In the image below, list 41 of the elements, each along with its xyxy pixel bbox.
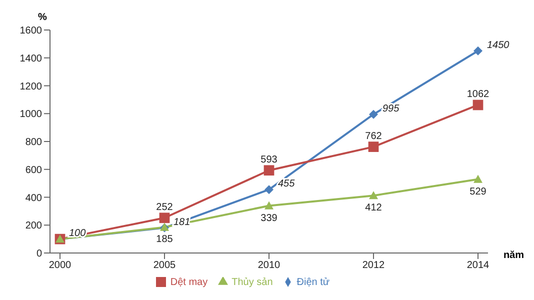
data-label: 529	[470, 186, 487, 198]
point	[472, 100, 484, 110]
data-label: 412	[365, 202, 382, 214]
legend-label: Dệt may	[170, 277, 208, 288]
legend-label: Thủy sản	[232, 277, 273, 288]
data-label: 1450	[487, 40, 510, 51]
x-tick-label: 2005	[153, 260, 176, 272]
x-tick-label: 2010	[258, 260, 281, 272]
data-label: 762	[365, 130, 382, 142]
data-label: 1062	[466, 88, 490, 100]
data-label: 593	[260, 154, 278, 166]
y-axis-title: %	[38, 12, 47, 23]
point	[369, 191, 378, 200]
data-label: 181	[174, 216, 190, 228]
point	[368, 142, 379, 152]
y-tick-label: 1000	[20, 109, 42, 120]
y-tick-label: 1200	[20, 81, 42, 92]
y-tick-label: 600	[25, 164, 42, 176]
y-tick-label: 1600	[20, 26, 42, 37]
point	[264, 185, 274, 194]
y-tick-label: 800	[25, 137, 42, 148]
data-label: 995	[382, 103, 400, 114]
point	[264, 165, 274, 176]
data-label: 185	[156, 234, 174, 246]
point	[369, 110, 378, 119]
point	[264, 201, 274, 210]
y-tick-label: 200	[25, 220, 42, 232]
x-tick-label: 2014	[466, 260, 490, 272]
data-label: 455	[278, 178, 296, 190]
point	[474, 174, 482, 183]
data-label: 252	[156, 202, 174, 213]
x-tick-label: 2000	[48, 260, 72, 272]
data-label: 339	[260, 212, 278, 224]
point	[474, 46, 482, 56]
point	[159, 212, 170, 224]
x-axis-title: năm	[503, 250, 524, 261]
legend-label: Điện tử	[296, 277, 330, 288]
x-tick-label: 2012	[362, 260, 386, 272]
y-tick-label: 1400	[20, 53, 42, 64]
y-tick-label: 0	[36, 248, 42, 260]
y-tick-label: 400	[25, 192, 42, 204]
